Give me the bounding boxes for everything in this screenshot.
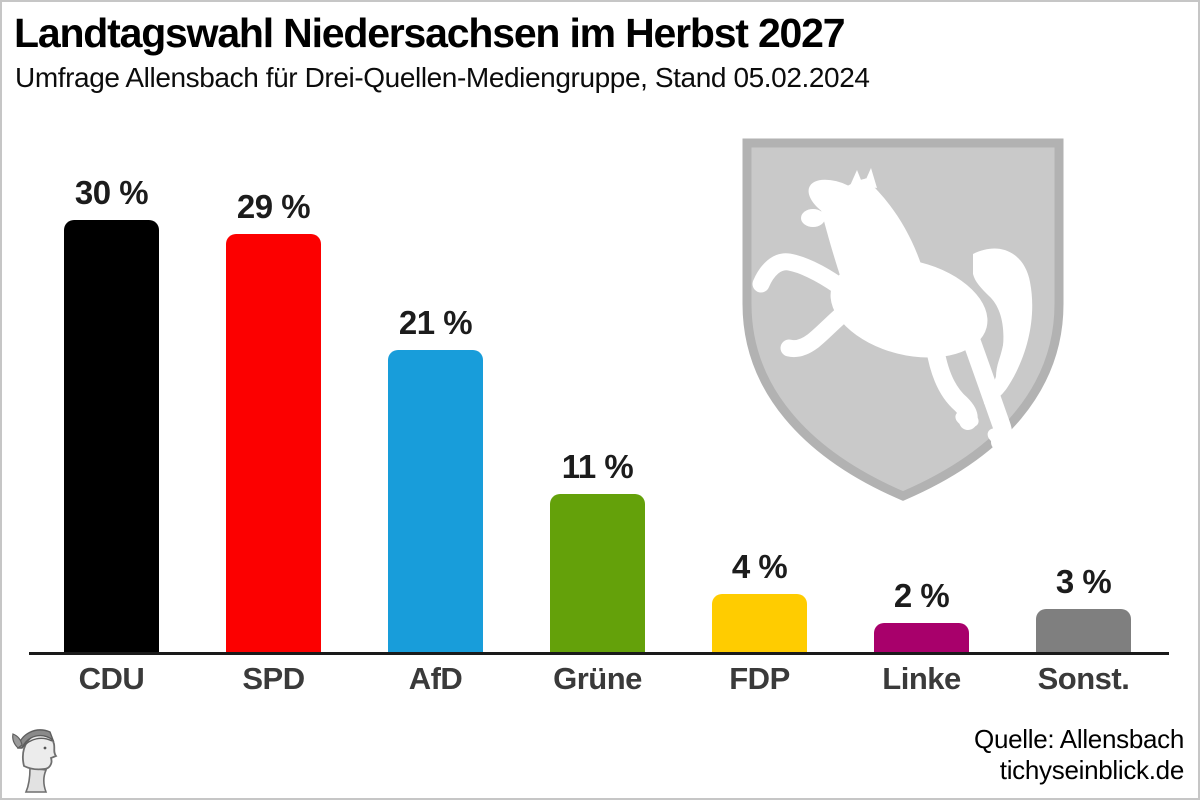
value-label: 30 %: [74, 174, 149, 211]
value-label: 29 %: [236, 188, 311, 226]
bar: [226, 234, 321, 652]
tichys-einblick-hermes-head-logo: [12, 729, 58, 793]
category-label: Linke: [882, 661, 961, 696]
niedersachsen-coat-of-arms: [742, 138, 1064, 501]
category-label: Sonst.: [1037, 661, 1130, 696]
value-label: 3 %: [1055, 562, 1112, 600]
source-credit: Quelle: Allensbach tichyseinblick.de: [974, 724, 1184, 786]
bar-group-spd: 29 %: [193, 188, 355, 652]
category-label: Grüne: [553, 661, 642, 696]
bar-group-linke: 2 %: [841, 577, 1003, 652]
x-axis-line: [29, 652, 1169, 655]
bar: [874, 623, 969, 652]
bar-group-sonst: 3 %: [1003, 563, 1165, 652]
page-subtitle: Umfrage Allensbach für Drei-Quellen-Medi…: [15, 62, 870, 93]
page-title: Landtagswahl Niedersachsen im Herbst 202…: [14, 10, 846, 56]
bar: [388, 349, 483, 652]
website-line: tichyseinblick.de: [999, 755, 1185, 785]
category-label: SPD: [242, 661, 305, 696]
bar: [1036, 608, 1131, 652]
bar-group-afd: 21 %: [355, 304, 517, 652]
bar-group-grne: 11 %: [517, 448, 679, 652]
category-label: AfD: [408, 661, 463, 696]
value-label: 4 %: [731, 548, 788, 586]
source-line: Quelle: Allensbach: [974, 724, 1184, 754]
saxon-steed-horse-icon: [752, 168, 1033, 451]
bar-group-fdp: 4 %: [679, 548, 841, 652]
category-label: CDU: [78, 661, 145, 696]
bar: [550, 493, 645, 652]
bar-group-cdu: 30 %: [31, 174, 193, 652]
value-label: 21 %: [398, 303, 473, 341]
category-label: FDP: [729, 661, 790, 696]
bar: [64, 220, 159, 652]
bar: [712, 594, 807, 652]
value-label: 2 %: [893, 577, 950, 615]
value-label: 11 %: [561, 447, 634, 485]
